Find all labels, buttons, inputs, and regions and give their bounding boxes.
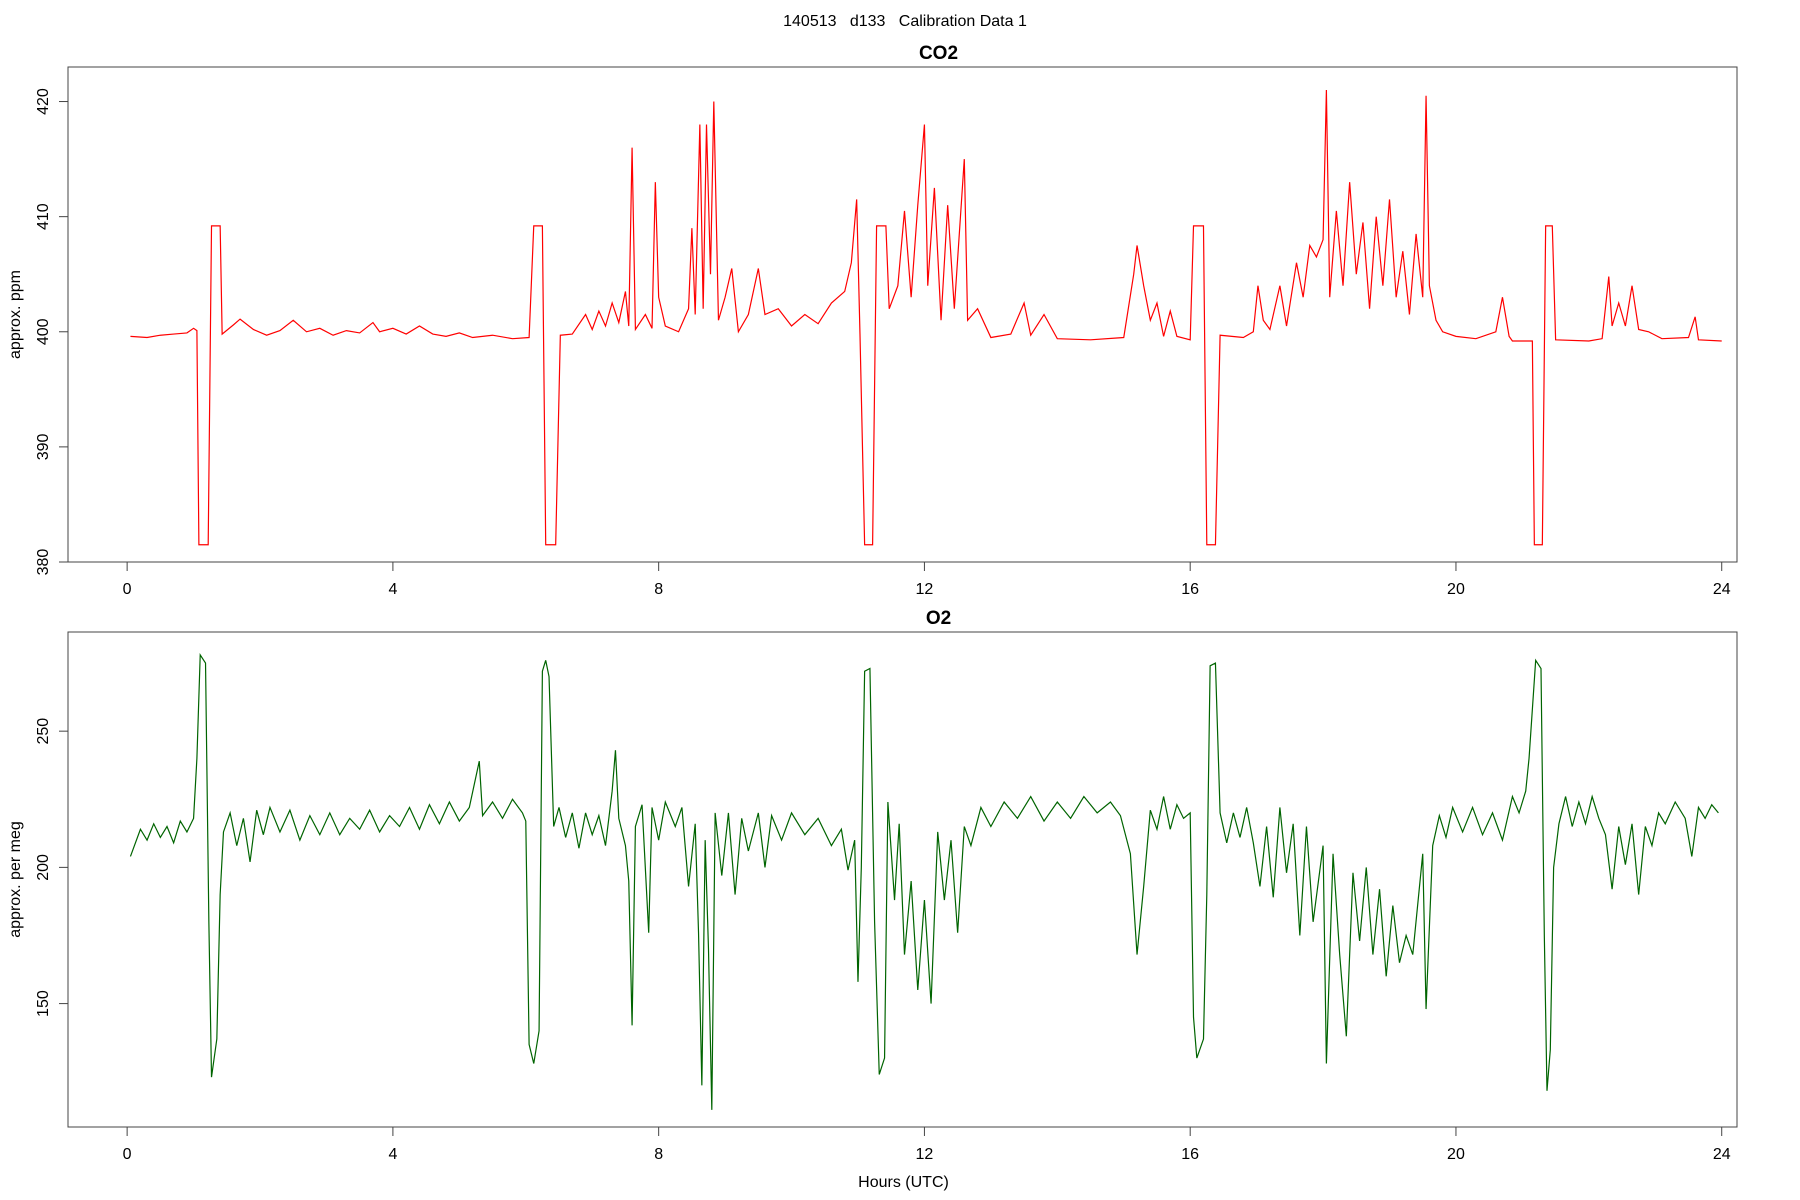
panel-title: CO2 <box>919 43 958 64</box>
x-tick-label: 20 <box>1447 1146 1465 1163</box>
x-tick-label: 24 <box>1713 581 1731 598</box>
x-tick-label: 20 <box>1447 581 1465 598</box>
y-tick-label: 420 <box>35 88 52 115</box>
x-tick-label: 16 <box>1181 581 1199 598</box>
y-axis-label: approx. ppm <box>7 270 24 359</box>
x-tick-label: 12 <box>916 581 934 598</box>
x-tick-label: 0 <box>123 1146 132 1163</box>
data-line <box>129 652 1719 1110</box>
y-axis-label: approx. per meg <box>7 821 24 938</box>
y-tick-label: 150 <box>35 990 52 1017</box>
y-tick-label: 400 <box>35 318 52 345</box>
y-tick-label: 380 <box>35 549 52 576</box>
plot-box <box>67 631 1738 1128</box>
data-line <box>130 90 1722 546</box>
x-tick-label: 8 <box>654 1146 663 1163</box>
y-tick-label: 390 <box>35 433 52 460</box>
x-tick-label: 4 <box>388 1146 397 1163</box>
panel-title: O2 <box>926 608 951 629</box>
y-tick-label: 250 <box>35 718 52 745</box>
x-tick-label: 24 <box>1713 1146 1731 1163</box>
x-tick-label: 0 <box>123 581 132 598</box>
plot-box <box>67 66 1738 563</box>
x-tick-label: 8 <box>654 581 663 598</box>
figure-title: 140513 d133 Calibration Data 1 <box>783 13 1027 30</box>
x-tick-label: 12 <box>916 1146 934 1163</box>
y-tick-label: 200 <box>35 854 52 881</box>
x-tick-label: 4 <box>388 581 397 598</box>
y-tick-label: 410 <box>35 203 52 230</box>
x-axis-label: Hours (UTC) <box>858 1174 949 1191</box>
x-tick-label: 16 <box>1181 1146 1199 1163</box>
